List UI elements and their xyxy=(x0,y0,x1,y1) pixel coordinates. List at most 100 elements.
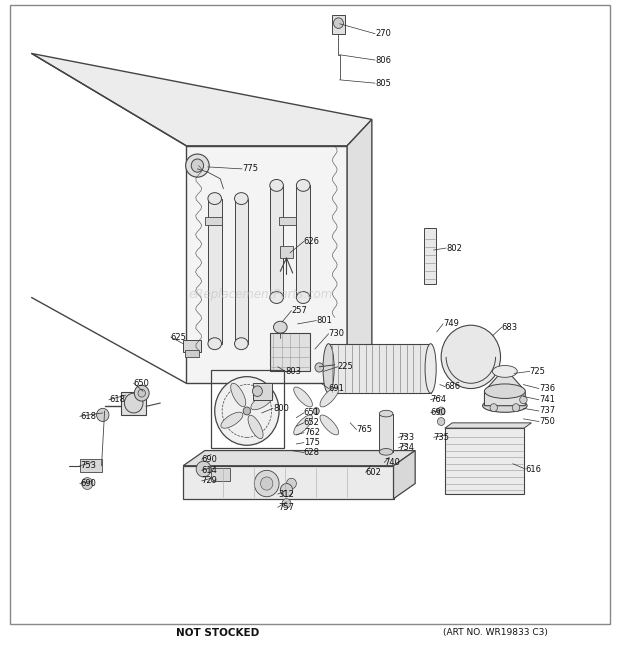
Bar xyxy=(205,217,222,225)
Bar xyxy=(332,15,345,34)
Ellipse shape xyxy=(294,387,312,407)
Text: 741: 741 xyxy=(539,395,555,405)
Ellipse shape xyxy=(425,344,436,393)
Circle shape xyxy=(282,498,291,508)
Text: 757: 757 xyxy=(278,503,294,512)
Text: 750: 750 xyxy=(539,417,555,426)
Circle shape xyxy=(191,159,203,173)
Polygon shape xyxy=(183,466,394,498)
Text: 735: 735 xyxy=(434,433,450,442)
Polygon shape xyxy=(394,451,415,498)
Bar xyxy=(185,350,198,357)
Text: 690: 690 xyxy=(80,479,95,488)
Text: 312: 312 xyxy=(278,490,294,498)
Ellipse shape xyxy=(234,192,248,204)
Text: 614: 614 xyxy=(202,466,218,475)
Ellipse shape xyxy=(320,387,339,407)
Text: 725: 725 xyxy=(529,367,546,376)
Ellipse shape xyxy=(379,410,393,417)
Ellipse shape xyxy=(294,415,312,435)
Text: 618: 618 xyxy=(80,412,96,421)
Text: 690: 690 xyxy=(202,455,218,463)
Circle shape xyxy=(196,461,211,477)
Circle shape xyxy=(243,407,250,415)
Circle shape xyxy=(215,377,279,446)
Ellipse shape xyxy=(273,321,287,333)
Circle shape xyxy=(280,484,293,496)
Ellipse shape xyxy=(185,154,209,177)
Circle shape xyxy=(260,477,273,490)
Bar xyxy=(445,428,524,494)
Text: 683: 683 xyxy=(502,323,518,332)
Bar xyxy=(425,228,436,284)
Text: 775: 775 xyxy=(242,165,258,173)
Circle shape xyxy=(125,393,143,413)
Text: 753: 753 xyxy=(80,461,96,470)
Text: 691: 691 xyxy=(329,384,345,393)
Text: 652: 652 xyxy=(304,418,320,428)
Circle shape xyxy=(315,363,324,372)
Circle shape xyxy=(97,408,109,422)
Text: 270: 270 xyxy=(375,29,391,38)
Bar xyxy=(80,459,102,473)
Bar xyxy=(270,333,310,371)
Text: 618: 618 xyxy=(109,395,125,405)
Circle shape xyxy=(334,18,343,28)
Text: NOT STOCKED: NOT STOCKED xyxy=(175,627,259,638)
Text: 765: 765 xyxy=(356,425,373,434)
Bar xyxy=(253,383,272,400)
Bar xyxy=(183,340,200,352)
Bar xyxy=(234,198,248,344)
Text: 651: 651 xyxy=(304,408,320,418)
Circle shape xyxy=(512,404,520,412)
Ellipse shape xyxy=(323,344,334,393)
Ellipse shape xyxy=(248,415,263,439)
Text: 257: 257 xyxy=(291,306,308,315)
Circle shape xyxy=(490,404,497,412)
Bar xyxy=(279,217,296,225)
Circle shape xyxy=(286,479,296,488)
Bar xyxy=(122,392,146,415)
Text: 801: 801 xyxy=(316,316,332,325)
Ellipse shape xyxy=(296,292,310,303)
Ellipse shape xyxy=(251,394,273,410)
Ellipse shape xyxy=(320,415,339,435)
Text: 626: 626 xyxy=(304,237,320,246)
Text: 733: 733 xyxy=(399,433,415,442)
Text: 749: 749 xyxy=(443,319,459,329)
Ellipse shape xyxy=(484,384,525,399)
Text: 628: 628 xyxy=(304,448,320,457)
Ellipse shape xyxy=(492,366,517,377)
Text: 734: 734 xyxy=(399,444,414,452)
Ellipse shape xyxy=(231,383,246,407)
Circle shape xyxy=(252,386,262,397)
Text: 762: 762 xyxy=(304,428,320,437)
Ellipse shape xyxy=(296,179,310,191)
Circle shape xyxy=(438,418,445,426)
Text: eReplacementParts.com: eReplacementParts.com xyxy=(188,288,333,301)
Bar xyxy=(329,344,431,393)
Circle shape xyxy=(438,407,445,415)
Polygon shape xyxy=(183,451,415,466)
Circle shape xyxy=(520,396,527,404)
Circle shape xyxy=(138,389,146,397)
Text: 740: 740 xyxy=(384,458,400,467)
Text: 806: 806 xyxy=(375,56,391,65)
Text: 650: 650 xyxy=(134,379,149,388)
Text: 764: 764 xyxy=(431,395,446,405)
Circle shape xyxy=(441,325,500,389)
Ellipse shape xyxy=(234,338,248,350)
Bar xyxy=(211,468,229,481)
Text: 736: 736 xyxy=(539,384,555,393)
Ellipse shape xyxy=(221,412,243,428)
Text: 803: 803 xyxy=(285,367,301,376)
Text: 730: 730 xyxy=(329,329,345,338)
Text: 802: 802 xyxy=(446,243,462,253)
Bar xyxy=(211,370,284,448)
Text: 805: 805 xyxy=(375,79,391,88)
Text: 800: 800 xyxy=(273,404,289,413)
Ellipse shape xyxy=(208,192,221,204)
Text: (ART NO. WR19833 C3): (ART NO. WR19833 C3) xyxy=(443,628,548,637)
Polygon shape xyxy=(484,368,525,406)
Text: 225: 225 xyxy=(338,362,353,371)
